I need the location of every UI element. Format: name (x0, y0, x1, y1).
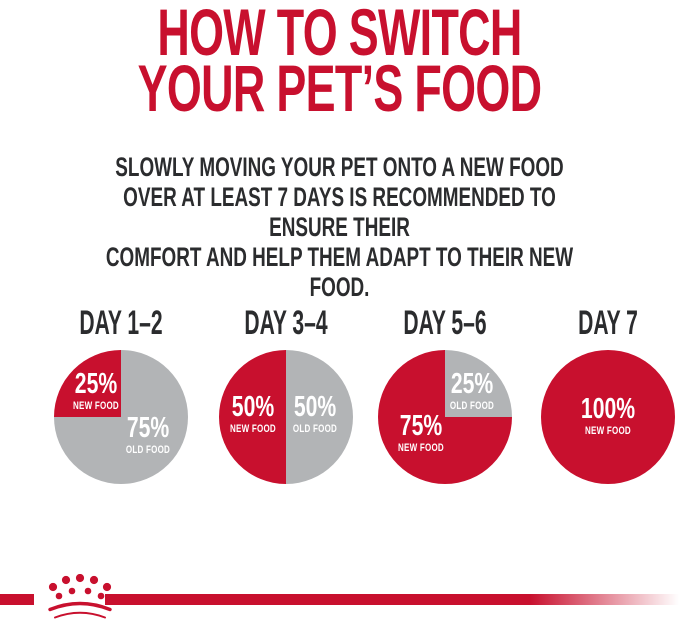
old-food-percent: 50% (293, 391, 337, 423)
day-7-column: DAY 7 100% NEW FOOD (527, 306, 679, 484)
day-1-2-label: DAY 1–2 (79, 304, 163, 342)
new-food-name: NEW FOOD (73, 400, 119, 412)
old-food-name: OLD FOOD (292, 423, 338, 435)
footer-rule-left (0, 594, 34, 605)
new-food-percent: 75% (399, 410, 443, 442)
day-7-pie-chart: 100% NEW FOOD (541, 350, 675, 484)
new-food-slice-label: 25% NEW FOOD (73, 370, 119, 412)
title-line-1: HOW TO SWITCH (157, 0, 522, 69)
day-3-4-column: DAY 3–4 50% NEW FOOD 50% OLD FOOD (205, 306, 367, 484)
old-food-name: OLD FOOD (449, 400, 495, 412)
royal-canin-crown-icon (48, 574, 112, 619)
new-food-percent: 50% (231, 391, 275, 423)
old-food-percent: 75% (126, 412, 170, 444)
footer-rule-right (105, 594, 679, 605)
intro-line-1: SLOWLY MOVING YOUR PET ONTO A NEW FOOD (115, 152, 564, 182)
page-title: HOW TO SWITCH YOUR PET’S FOOD (109, 0, 571, 125)
intro-line-3: COMFORT AND HELP THEM ADAPT TO THEIR NEW… (105, 242, 574, 302)
new-food-percent: 25% (74, 368, 118, 400)
new-food-slice-label: 100% NEW FOOD (581, 395, 635, 437)
intro-text: SLOWLY MOVING YOUR PET ONTO A NEW FOOD O… (102, 152, 577, 302)
old-food-slice-label: 50% OLD FOOD (293, 393, 337, 435)
new-food-percent: 100% (580, 393, 636, 425)
intro-line-2: OVER AT LEAST 7 DAYS IS RECOMMENDED TO E… (123, 182, 556, 242)
new-food-name: NEW FOOD (585, 425, 631, 437)
day-5-6-column: DAY 5–6 75% NEW FOOD 25% OLD FOOD (364, 306, 526, 484)
old-food-name: OLD FOOD (125, 444, 171, 456)
day-1-2-column: DAY 1–2 25% NEW FOOD 75% OLD FOOD (40, 306, 202, 484)
old-food-slice-label: 75% OLD FOOD (126, 414, 170, 456)
new-food-name: NEW FOOD (230, 423, 276, 435)
new-food-name: NEW FOOD (398, 442, 444, 454)
old-food-percent: 25% (450, 368, 494, 400)
day-3-4-label: DAY 3–4 (244, 304, 328, 342)
new-food-slice-label: 50% NEW FOOD (230, 393, 276, 435)
new-food-slice-label: 75% NEW FOOD (398, 412, 444, 454)
title-line-2: YOUR PET’S FOOD (137, 51, 542, 125)
day-5-6-label: DAY 5–6 (403, 304, 487, 342)
day-7-label: DAY 7 (578, 304, 638, 342)
old-food-slice-label: 25% OLD FOOD (450, 370, 494, 412)
day-1-2-pie-chart: 25% NEW FOOD 75% OLD FOOD (54, 350, 188, 484)
day-5-6-pie-chart: 75% NEW FOOD 25% OLD FOOD (378, 350, 512, 484)
day-3-4-pie-chart: 50% NEW FOOD 50% OLD FOOD (219, 350, 353, 484)
